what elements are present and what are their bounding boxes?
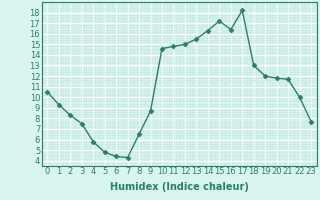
- X-axis label: Humidex (Indice chaleur): Humidex (Indice chaleur): [110, 182, 249, 192]
